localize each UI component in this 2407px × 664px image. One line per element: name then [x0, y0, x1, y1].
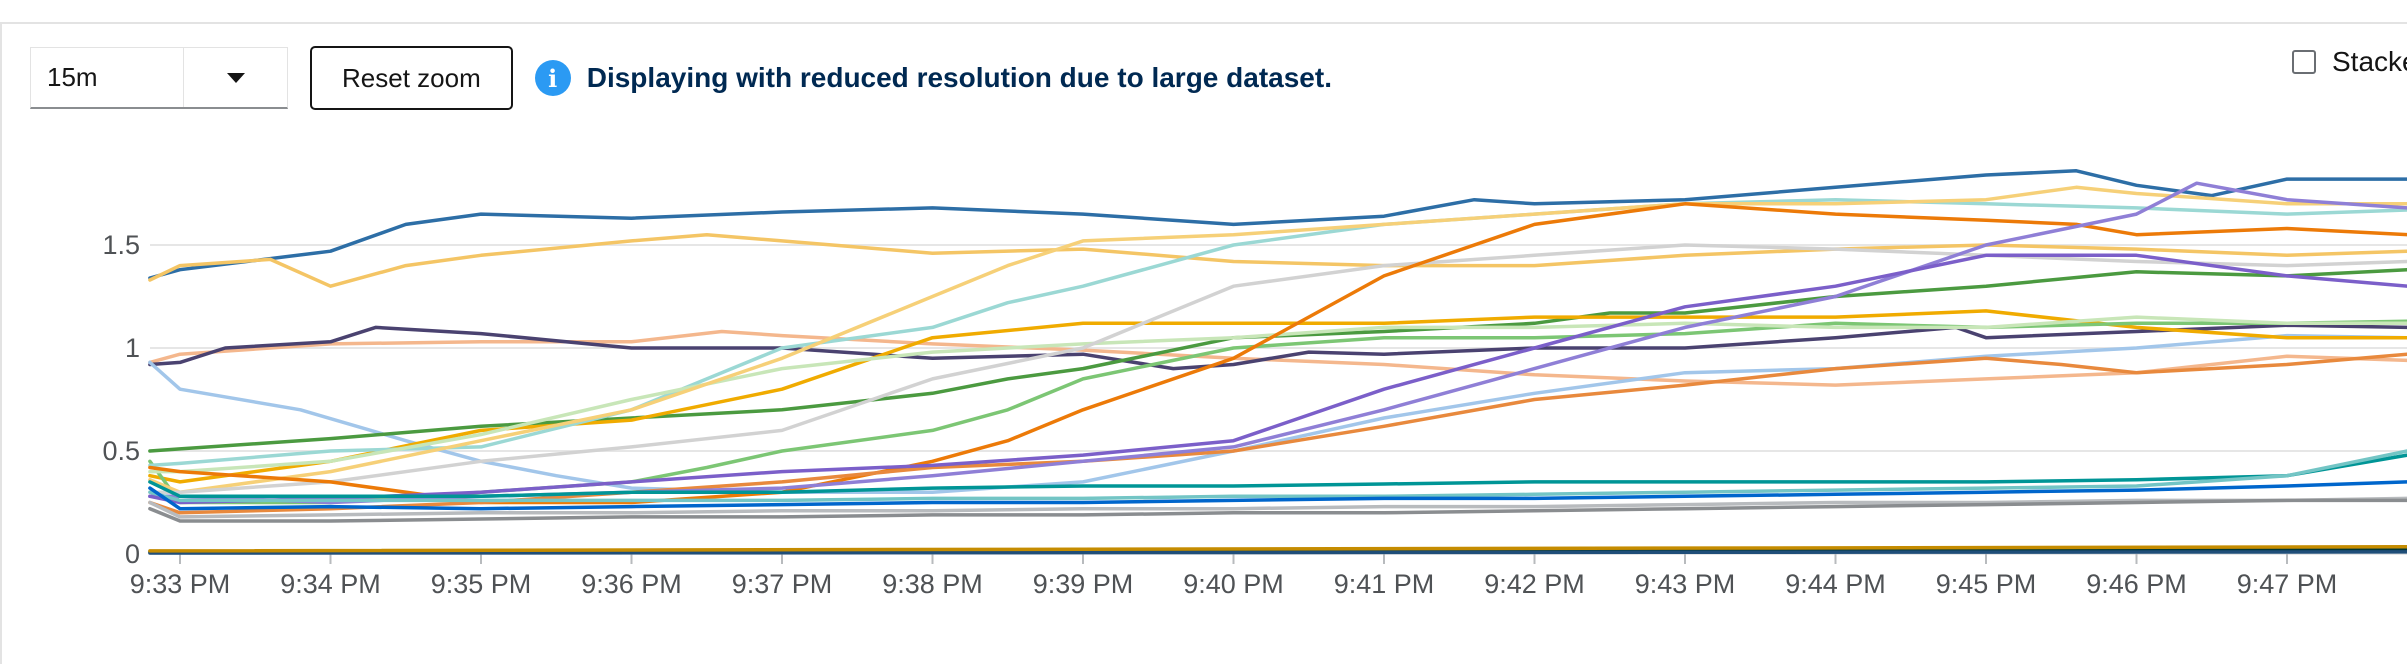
x-axis-ticks: 9:33 PM 9:34 PM 9:35 PM 9:36 PM 9:37 PM 9:38 …: [130, 554, 2338, 599]
series-line-11: [148, 185, 2407, 494]
line-chart: 00.511.5 9:33 PM 9:34 PM 9:35 PM 9:36 PM 9:3…: [102, 169, 2407, 599]
x-tick-label: 9:33 PM: [130, 569, 231, 599]
interval-value[interactable]: 15m: [31, 48, 184, 107]
series-line-1: [148, 169, 2407, 280]
y-tick-label: 0: [125, 539, 140, 569]
stacked-checkbox[interactable]: [2292, 50, 2316, 74]
x-tick-label: 9:38 PM: [882, 569, 983, 599]
x-tick-label: 9:35 PM: [431, 569, 532, 599]
series-line-19: [148, 480, 2407, 511]
interval-select[interactable]: 15m: [30, 47, 288, 109]
series-lines: [148, 169, 2407, 555]
x-tick-label: 9:42 PM: [1484, 569, 1585, 599]
series-line-10: [148, 315, 2407, 474]
x-tick-label: 9:34 PM: [280, 569, 381, 599]
caret-down-icon: [226, 72, 245, 83]
info-icon: i: [534, 60, 571, 96]
y-tick-label: 1.5: [102, 230, 140, 260]
chart-toolbar: 15m Reset zoom i Displaying with reduced…: [30, 45, 1332, 111]
x-tick-label: 9:41 PM: [1334, 569, 1435, 599]
reset-zoom-button[interactable]: Reset zoom: [310, 46, 513, 110]
x-tick-label: 9:36 PM: [581, 569, 682, 599]
series-line-16: [148, 253, 2407, 505]
x-tick-label: 9:44 PM: [1785, 569, 1886, 599]
series-line-23: [148, 550, 2407, 555]
series-line-21: [148, 498, 2407, 523]
x-tick-label: 9:39 PM: [1033, 569, 1134, 599]
y-tick-label: 1: [125, 333, 140, 363]
series-line-12: [148, 243, 2407, 494]
x-tick-label: 9:40 PM: [1183, 569, 1284, 599]
series-line-18: [148, 449, 2407, 503]
x-tick-label: 9:45 PM: [1936, 569, 2037, 599]
stacked-label: Stacked: [2332, 46, 2407, 77]
info-alert: i Displaying with reduced resolution due…: [534, 60, 1332, 96]
series-line-2: [148, 232, 2407, 288]
series-line-17: [148, 453, 2407, 499]
x-tick-label: 9:46 PM: [2086, 569, 2187, 599]
x-tick-label: 9:43 PM: [1635, 569, 1736, 599]
series-line-24: [148, 545, 2407, 553]
interval-dropdown-toggle[interactable]: [184, 48, 287, 107]
y-tick-label: 0.5: [102, 436, 140, 466]
series-line-14: [148, 352, 2407, 515]
info-message: Displaying with reduced resolution due t…: [586, 62, 1332, 93]
x-tick-label: 9:47 PM: [2237, 569, 2338, 599]
series-line-20: [148, 496, 2407, 519]
x-tick-label: 9:37 PM: [732, 569, 833, 599]
series-line-4: [148, 323, 2407, 371]
stacked-toggle[interactable]: Stacked: [2292, 46, 2407, 78]
series-line-5: [148, 333, 2407, 494]
series-line-7: [148, 309, 2407, 484]
y-axis-ticks: 0 0.5 1 1.5: [102, 230, 140, 569]
